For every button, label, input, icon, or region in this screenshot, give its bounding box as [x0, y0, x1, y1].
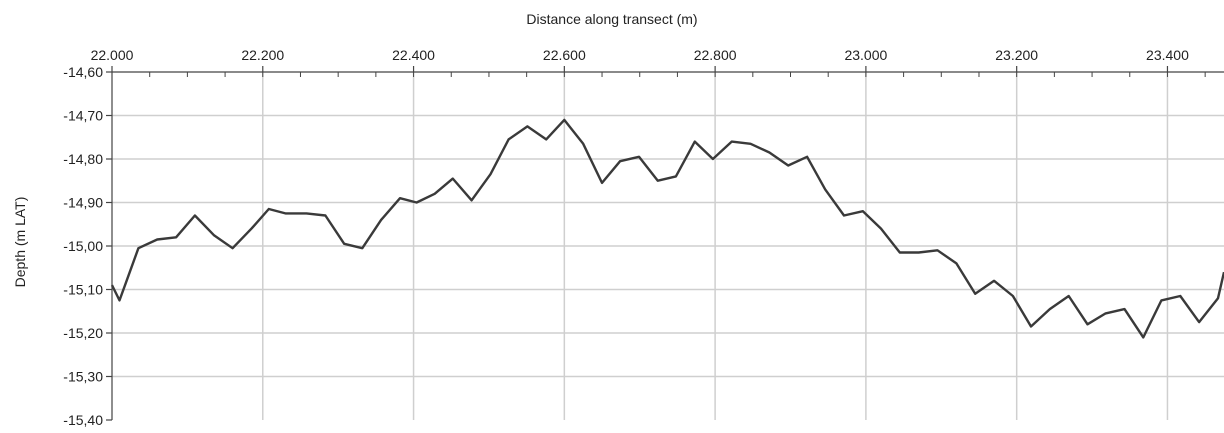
- y-tick-label: -14,90: [63, 195, 103, 211]
- x-tick-label: 22.400: [392, 47, 435, 63]
- series-layer: [110, 118, 1224, 339]
- y-tick-label: -14,80: [63, 151, 103, 167]
- x-tick-label: 23.400: [1146, 47, 1189, 63]
- tick-labels: 22.000 22.200 22.400 22.600 22.800 23.000 23.2…: [63, 47, 1189, 428]
- x-tick-label: 23.000: [844, 47, 887, 63]
- x-tick-label: 22.600: [543, 47, 586, 63]
- x-axis-title: Distance along transect (m): [526, 11, 697, 27]
- y-axis-title: Depth (m LAT): [12, 197, 28, 288]
- x-tick-label: 23.200: [995, 47, 1038, 63]
- y-tick-label: -15,10: [63, 282, 103, 298]
- y-tick-label: -15,30: [63, 369, 103, 385]
- x-tick-label: 22.800: [694, 47, 737, 63]
- x-tick-label: 22.200: [241, 47, 284, 63]
- y-tick-label: -15,20: [63, 325, 103, 341]
- y-tick-label: -15,40: [63, 412, 103, 428]
- tick-marks: [106, 66, 1206, 421]
- y-tick-label: -15,00: [63, 238, 103, 254]
- depth-series-line: [110, 118, 1224, 339]
- grid-lines: [112, 72, 1224, 420]
- y-tick-label: -14,70: [63, 108, 103, 124]
- x-tick-label: 22.000: [91, 47, 134, 63]
- y-tick-label: -14,60: [63, 64, 103, 80]
